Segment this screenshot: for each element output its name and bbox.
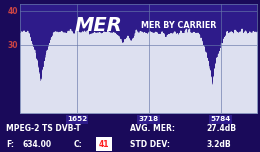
Text: 1652: 1652 bbox=[67, 116, 87, 122]
Text: AVG. MER:: AVG. MER: bbox=[130, 124, 175, 133]
Text: 3.2dB: 3.2dB bbox=[207, 140, 231, 149]
Text: 41: 41 bbox=[99, 140, 109, 149]
Text: F:: F: bbox=[6, 140, 15, 149]
Text: MER BY CARRIER: MER BY CARRIER bbox=[141, 21, 217, 30]
Text: 634.00: 634.00 bbox=[22, 140, 51, 149]
Text: 3718: 3718 bbox=[139, 116, 159, 122]
Text: 27.4dB: 27.4dB bbox=[207, 124, 237, 133]
Text: C:: C: bbox=[74, 140, 83, 149]
Text: STD DEV:: STD DEV: bbox=[130, 140, 170, 149]
Text: MPEG-2 TS DVB-T: MPEG-2 TS DVB-T bbox=[6, 124, 81, 133]
Text: MER: MER bbox=[74, 16, 122, 35]
Text: 5784: 5784 bbox=[211, 116, 231, 122]
